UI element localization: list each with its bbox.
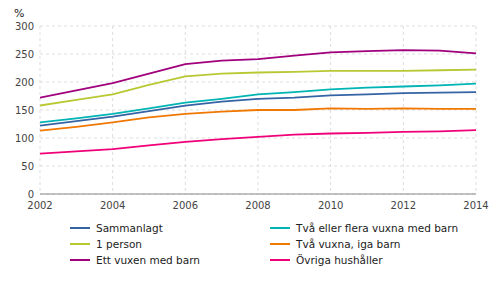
legend-swatch xyxy=(70,227,90,229)
grid-line-y xyxy=(40,194,476,195)
legend-label: 1 person xyxy=(96,238,142,250)
x-tick-label: 2006 xyxy=(173,200,198,211)
y-tick-label: 200 xyxy=(15,77,34,88)
chart: 0 50 100 150 200 250 300 2002 2004 2006 2008 2010 20… xyxy=(0,0,492,302)
x-tick-label: 2014 xyxy=(463,200,488,211)
legend: Sammanlagt 1 person Ett vuxen med barn Två … xyxy=(70,222,458,266)
legend-swatch xyxy=(270,227,290,229)
grid-line-y xyxy=(40,54,476,55)
x-tick-label: 2010 xyxy=(318,200,343,211)
y-tick-label: 50 xyxy=(21,161,34,172)
legend-swatch xyxy=(70,259,90,261)
y-tick-label: 0 xyxy=(28,189,34,200)
grid-line-x xyxy=(40,26,41,194)
legend-label: Två vuxna, iga barn xyxy=(295,238,401,250)
y-tick-label: 100 xyxy=(15,133,34,144)
legend-swatch xyxy=(270,259,290,261)
y-tick-label: 150 xyxy=(15,105,34,116)
y-axis-label: % xyxy=(14,7,24,20)
x-tick-label: 2008 xyxy=(245,200,270,211)
x-tick-label: 2002 xyxy=(27,200,52,211)
grid-line-x xyxy=(185,26,186,194)
legend-label: Ett vuxen med barn xyxy=(96,254,200,266)
x-tick-label: 2004 xyxy=(100,200,125,211)
series-lines xyxy=(40,50,476,154)
series-line xyxy=(40,84,476,123)
legend-swatch xyxy=(70,243,90,245)
grid-line-x xyxy=(330,26,331,194)
grid-line-x xyxy=(403,26,404,194)
series-line xyxy=(40,50,476,98)
legend-label: Övriga hushåller xyxy=(296,254,383,266)
x-tick-label: 2012 xyxy=(391,200,416,211)
legend-swatch xyxy=(270,243,290,245)
series-line xyxy=(40,70,476,106)
series-line xyxy=(40,108,476,130)
legend-label: Två eller flera vuxna med barn xyxy=(295,222,458,234)
grid-line-x xyxy=(476,26,477,194)
series-line xyxy=(40,130,476,154)
x-axis-line xyxy=(40,194,476,195)
grid-line-x xyxy=(112,26,113,194)
axes: 0 50 100 150 200 250 300 2002 2004 2006 2008 2010 20… xyxy=(15,21,489,211)
y-tick-label: 300 xyxy=(15,21,34,32)
grid xyxy=(40,26,476,194)
y-tick-label: 250 xyxy=(15,49,34,60)
legend-label: Sammanlagt xyxy=(96,222,163,234)
